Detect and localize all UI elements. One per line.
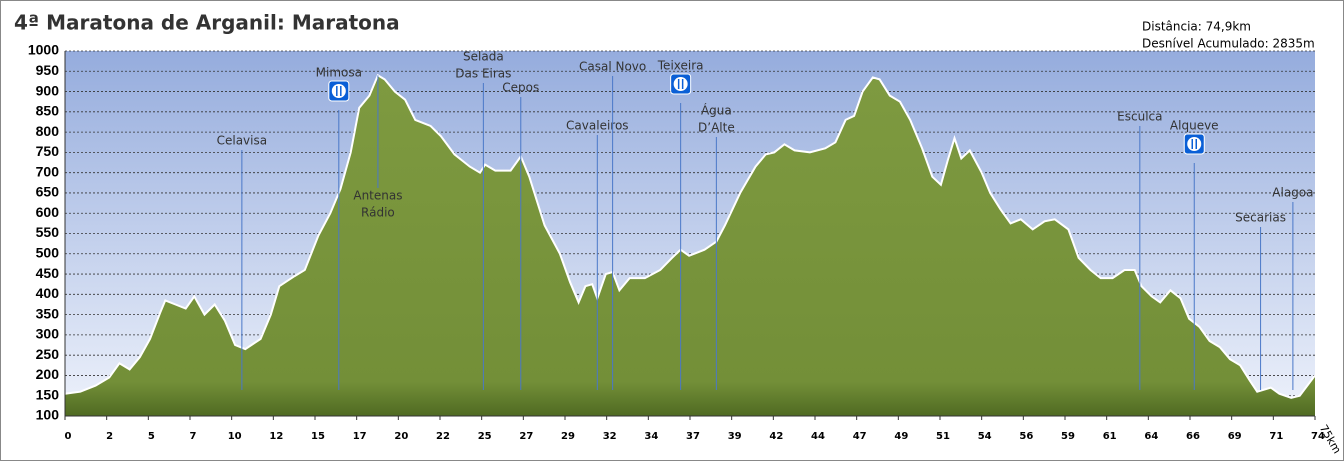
- y-tick-label: 1000: [28, 42, 59, 58]
- waypoint-label: Mimosa: [316, 66, 362, 80]
- x-tick-label: 74: [1311, 431, 1325, 442]
- x-tick-label: 49: [894, 431, 908, 442]
- x-tick-label: 29: [561, 431, 575, 442]
- x-tick-label: 0: [65, 431, 72, 442]
- waypoint-label: Secarias: [1235, 211, 1286, 225]
- waypoint-label: Alqueve: [1170, 119, 1219, 133]
- waypoint-label: Antenas: [353, 189, 402, 203]
- x-tick-label: 56: [1019, 431, 1033, 442]
- waypoint-label: D’Alte: [698, 121, 735, 135]
- x-tick-label: 42: [769, 431, 783, 442]
- y-tick-label: 650: [36, 184, 60, 200]
- x-tick-label: 17: [353, 431, 367, 442]
- x-tick-label: 10: [228, 431, 242, 442]
- y-tick-label: 950: [36, 62, 60, 78]
- y-tick-label: 800: [36, 123, 60, 139]
- info-climb: Desnível Acumulado: 2835m: [1142, 37, 1315, 51]
- y-tick-label: 900: [36, 82, 60, 98]
- elevation-outline: [64, 73, 1316, 399]
- waypoint-label: Das Eiras: [455, 67, 511, 81]
- x-tick-label: 7: [190, 431, 197, 442]
- x-tick-label: 34: [644, 431, 658, 442]
- waypoint-label: Água: [701, 103, 732, 118]
- y-tick-label: 750: [36, 143, 60, 159]
- waypoint-label: Esculca: [1117, 110, 1162, 124]
- y-tick-label: 300: [36, 326, 60, 342]
- x-tick-label: 71: [1269, 431, 1283, 442]
- y-tick-label: 200: [36, 366, 60, 382]
- x-tick-label: 47: [853, 431, 867, 442]
- waypoint-label: Cavaleiros: [566, 119, 629, 133]
- y-tick-label: 250: [36, 346, 60, 362]
- y-tick-label: 600: [36, 204, 60, 220]
- x-tick-label: 51: [936, 431, 950, 442]
- y-tick-label: 550: [36, 224, 60, 240]
- waypoint-label: Celavisa: [217, 134, 268, 148]
- y-tick-label: 350: [36, 305, 60, 321]
- x-tick-label: 59: [1061, 431, 1075, 442]
- x-tick-label: 20: [394, 431, 408, 442]
- waypoint-label: Cepos: [502, 81, 539, 95]
- food-icon: [1183, 133, 1205, 155]
- x-tick-label: 69: [1228, 431, 1242, 442]
- x-tick-label: 27: [519, 431, 533, 442]
- info-distance: Distância: 74,9km: [1142, 20, 1251, 34]
- x-tick-label: 5: [148, 431, 155, 442]
- waypoint-label: Casal Novo: [579, 60, 646, 74]
- food-icon-plate: [331, 84, 346, 98]
- x-tick-label: 12: [269, 431, 283, 442]
- waypoint-label: Teixeira: [657, 59, 704, 73]
- food-icon-plate: [673, 77, 688, 91]
- waypoint-label: Rádio: [361, 206, 395, 220]
- y-tick-label: 100: [36, 407, 60, 423]
- waypoint-label: Selada: [463, 50, 504, 64]
- waypoint-label: Alagoa: [1272, 186, 1313, 200]
- x-tick-label: 44: [811, 431, 825, 442]
- y-tick-label: 500: [36, 244, 60, 260]
- y-tick-label: 700: [36, 163, 60, 179]
- x-tick-label: 25: [478, 431, 492, 442]
- food-icon-plate: [1187, 137, 1202, 151]
- x-tick-label: 61: [1103, 431, 1117, 442]
- x-tick-label: 22: [436, 431, 450, 442]
- y-tick-label: 150: [36, 386, 60, 402]
- food-icon: [328, 80, 350, 102]
- food-icon: [670, 73, 692, 95]
- x-tick-label: 39: [728, 431, 742, 442]
- y-tick-label: 850: [36, 103, 60, 119]
- y-tick-label: 400: [36, 285, 60, 301]
- x-tick-label: 54: [978, 431, 992, 442]
- x-tick-label: 15: [311, 431, 325, 442]
- x-tick-label: 37: [686, 431, 700, 442]
- x-tick-label: 66: [1186, 431, 1200, 442]
- x-tick-label: 2: [106, 431, 113, 442]
- x-tick-label: 32: [603, 431, 617, 442]
- chart-title: 4ª Maratona de Arganil: Maratona: [14, 11, 400, 35]
- x-tick-label: 64: [1144, 431, 1158, 442]
- y-tick-label: 450: [36, 265, 60, 281]
